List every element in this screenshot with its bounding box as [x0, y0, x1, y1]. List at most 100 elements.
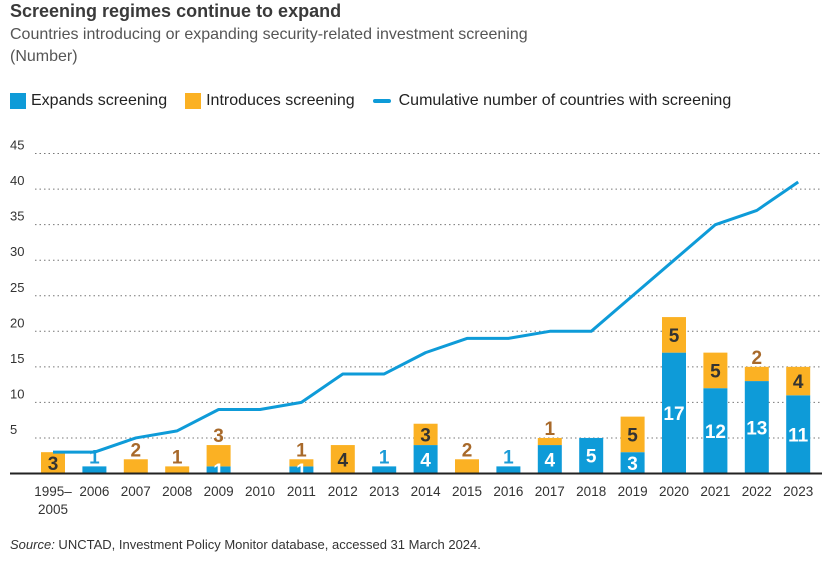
data-label-introduces: 4: [793, 372, 804, 393]
bar-introduces: [537, 437, 562, 446]
data-label-introduces: 3: [213, 426, 224, 447]
source-text: UNCTAD, Investment Policy Monitor databa…: [54, 537, 481, 552]
legend-item-expands: Expands screening: [10, 92, 167, 110]
x-tick-label: 2009: [204, 484, 234, 499]
bar-introduces: [744, 366, 769, 382]
data-label-introduces: 1: [545, 419, 556, 440]
chart-subtitle: Countries introducing or expanding secur…: [10, 24, 528, 68]
data-label-introduces: 4: [338, 450, 349, 471]
x-tick-label: 2023: [783, 484, 813, 499]
bar-expands: [206, 466, 231, 474]
legend-swatch-expands: [10, 93, 26, 109]
data-label-introduces: 5: [710, 361, 721, 382]
bar-introduces: [413, 423, 438, 446]
legend-item-cumulative: Cumulative number of countries with scre…: [372, 92, 732, 110]
x-tick-label: 2017: [535, 484, 565, 499]
x-tick-label: 2015: [452, 484, 482, 499]
data-label-introduces: 2: [131, 440, 142, 461]
bar-expands: [496, 466, 521, 474]
data-label-introduces: 5: [669, 326, 680, 347]
y-tick-label: 5: [10, 422, 17, 437]
bar-expands: [372, 466, 397, 474]
bar-introduces: [620, 416, 645, 453]
x-tick-label: 2018: [576, 484, 606, 499]
x-tick-label: 2016: [493, 484, 523, 499]
x-tick-label: 2010: [245, 484, 275, 499]
data-label-expands: 4: [420, 450, 431, 471]
data-label-expands: 1: [379, 447, 390, 468]
legend-item-introduces: Introduces screening: [185, 92, 355, 110]
data-label-expands: 5: [586, 447, 597, 468]
data-label-expands: 12: [705, 422, 726, 443]
bar-expands: [703, 388, 728, 474]
source-label: Source:: [10, 537, 55, 552]
data-label-expands: 4: [545, 450, 556, 471]
x-tick-label: 2014: [411, 484, 442, 499]
data-label-expands: 13: [746, 418, 767, 439]
bar-expands: [579, 437, 604, 474]
x-tick-label: 2006: [79, 484, 109, 499]
x-tick-label: 2020: [659, 484, 689, 499]
bar-introduces: [330, 445, 355, 474]
unit-note: (Number): [10, 48, 78, 65]
y-tick-label: 35: [10, 209, 24, 224]
x-tick-label: 2013: [369, 484, 399, 499]
bar-introduces: [703, 352, 728, 389]
data-label-introduces: 1: [172, 447, 183, 468]
legend: Expands screening Introduces screening C…: [10, 92, 749, 110]
data-label-introduces: 3: [48, 454, 59, 475]
x-tick-label: 2005: [38, 502, 68, 517]
legend-label: Introduces screening: [206, 92, 355, 109]
y-tick-label: 45: [10, 138, 24, 153]
x-tick-label: 2021: [700, 484, 730, 499]
y-tick-label: 30: [10, 244, 24, 259]
bar-expands: [413, 445, 438, 474]
data-label-expands: 1: [89, 447, 100, 468]
data-label-expands: 1: [503, 447, 514, 468]
data-label-introduces: 2: [462, 440, 473, 461]
legend-line-cumulative: [372, 99, 391, 103]
bar-expands: [620, 452, 645, 474]
data-label-introduces: 3: [420, 425, 431, 446]
legend-swatch-introduces: [185, 93, 202, 109]
legend-label: Cumulative number of countries with scre…: [398, 92, 732, 109]
bar-introduces: [41, 452, 65, 474]
bar-introduces: [206, 445, 231, 467]
y-tick-label: 20: [10, 315, 24, 330]
data-label-expands: 1: [296, 461, 307, 482]
data-label-expands: 17: [663, 404, 684, 425]
y-tick-label: 10: [10, 386, 24, 401]
x-tick-label: 2011: [287, 484, 316, 499]
cumulative-line: [53, 180, 800, 454]
bar-introduces: [662, 317, 686, 353]
legend-label: Expands screening: [31, 92, 168, 109]
x-tick-label: 2007: [121, 484, 151, 499]
bar-introduces: [786, 366, 811, 396]
data-label-expands: 1: [213, 461, 224, 482]
data-label-introduces: 1: [296, 440, 307, 461]
bar-introduces: [455, 459, 479, 474]
data-label-introduces: 2: [752, 348, 763, 369]
bar-expands: [662, 352, 686, 474]
bar-introduces: [123, 459, 148, 474]
bar-expands: [744, 381, 769, 474]
data-label-introduces: 5: [627, 425, 638, 446]
x-tick-label: 2008: [162, 484, 192, 499]
x-tick-label: 2012: [328, 484, 358, 499]
bar-expands: [289, 466, 314, 474]
y-tick-label: 40: [10, 173, 24, 188]
source-note: Source: UNCTAD, Investment Policy Monito…: [10, 537, 481, 552]
y-tick-label: 25: [10, 280, 24, 295]
y-tick-label: 15: [10, 351, 24, 366]
bar-introduces: [165, 466, 190, 474]
subtitle-text: Countries introducing or expanding secur…: [10, 26, 528, 43]
x-tick-label: 2022: [742, 484, 772, 499]
x-tick-label: 1995–: [34, 484, 72, 499]
chart-title: Screening regimes continue to expand: [10, 1, 342, 21]
data-label-expands: 11: [788, 425, 809, 446]
x-tick-label: 2019: [618, 484, 648, 499]
bar-expands: [786, 395, 811, 474]
bar-expands: [537, 445, 562, 474]
bar-expands: [82, 466, 107, 474]
